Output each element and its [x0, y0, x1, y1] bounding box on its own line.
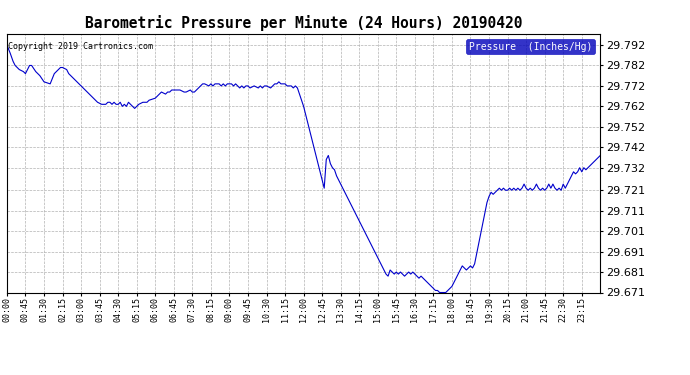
Text: Copyright 2019 Cartronics.com: Copyright 2019 Cartronics.com — [8, 42, 153, 51]
Title: Barometric Pressure per Minute (24 Hours) 20190420: Barometric Pressure per Minute (24 Hours… — [85, 15, 522, 31]
Legend: Pressure  (Inches/Hg): Pressure (Inches/Hg) — [466, 39, 595, 54]
